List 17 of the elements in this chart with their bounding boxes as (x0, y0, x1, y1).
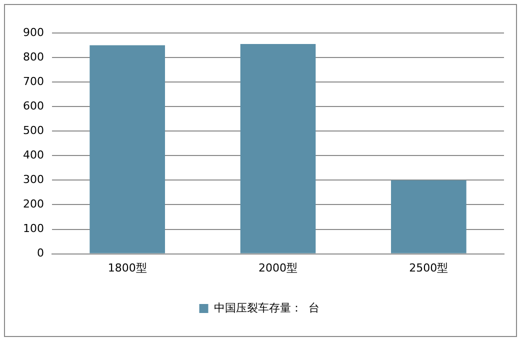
x-tick-label: 2500型 (409, 261, 448, 274)
y-tick-label: 300 (22, 173, 44, 186)
x-tick-label: 2000型 (258, 261, 298, 274)
x-tick-label: 1800型 (108, 261, 147, 274)
y-tick-label: 500 (22, 124, 44, 137)
y-tick-label: 600 (22, 99, 44, 112)
y-tick-label: 400 (22, 148, 44, 162)
bar (240, 44, 316, 254)
y-tick-label: 900 (22, 26, 44, 39)
legend-label: 中国压裂车存量： 台 (214, 301, 320, 314)
bar (90, 45, 165, 254)
y-tick-label: 700 (22, 74, 44, 88)
y-tick-label: 800 (22, 50, 44, 64)
y-tick-label: 100 (22, 222, 44, 236)
y-tick-label: 200 (22, 198, 44, 211)
y-tick-label: 0 (36, 246, 44, 260)
bar (391, 180, 466, 254)
